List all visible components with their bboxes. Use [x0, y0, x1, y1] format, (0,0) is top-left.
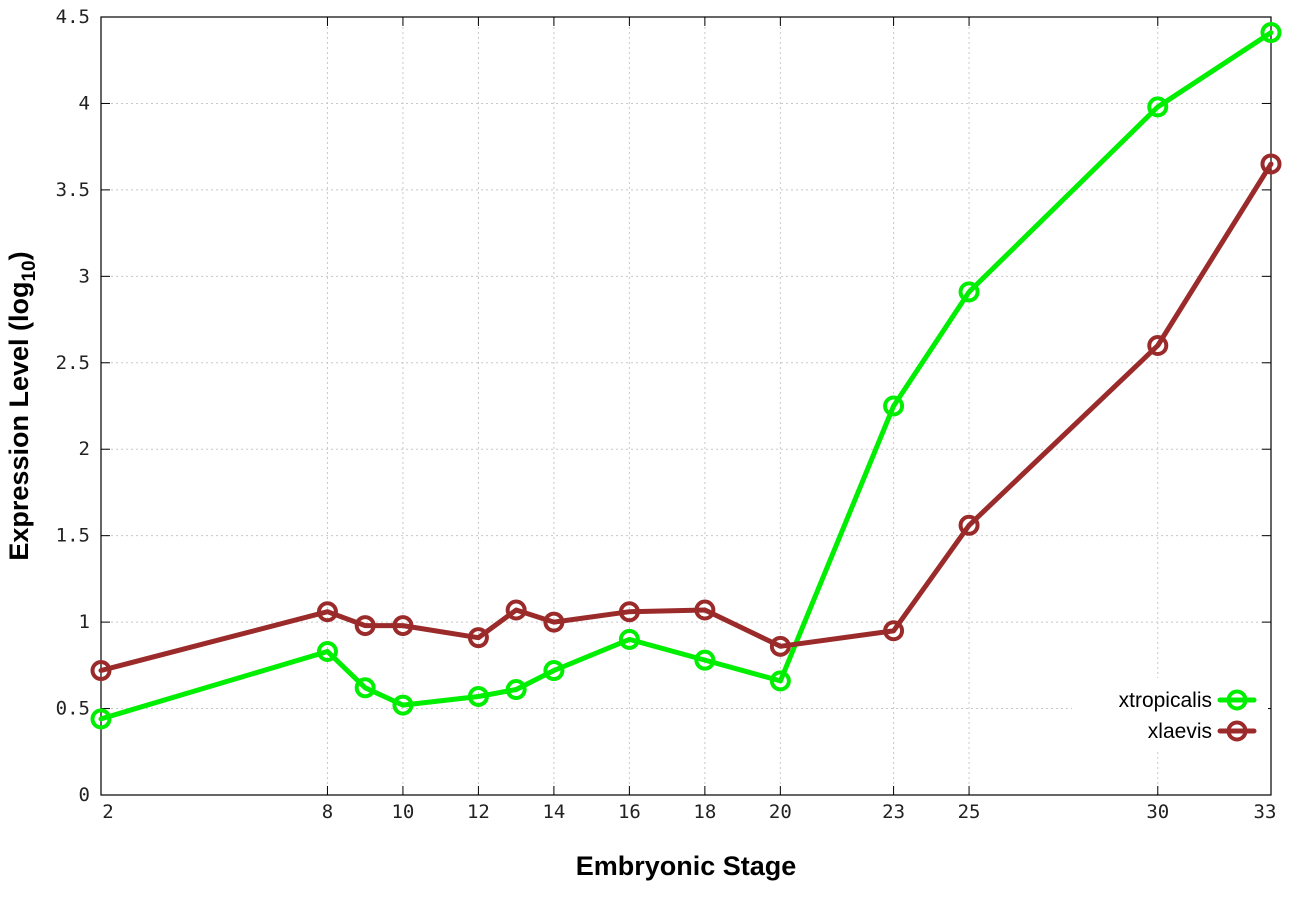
x-tick-label: 25 [958, 801, 981, 823]
data-point-xlaevis [618, 601, 640, 623]
legend-marker-xlaevis [1226, 720, 1248, 742]
x-axis-title: Embryonic Stage [576, 851, 797, 881]
data-point-xlaevis [883, 620, 905, 642]
data-point-xlaevis [505, 599, 527, 621]
x-tick-label: 8 [322, 801, 333, 823]
data-point-xtropicalis [1260, 22, 1282, 44]
data-point-xtropicalis [1147, 96, 1169, 118]
y-tick-label: 4.5 [56, 6, 90, 28]
data-point-xlaevis [769, 635, 791, 657]
y-tick-label: 3 [79, 265, 90, 287]
y-tick-label: 3.5 [56, 179, 90, 201]
y-axis-title-suffix: ) [4, 251, 34, 260]
x-tick-label: 30 [1146, 801, 1169, 823]
x-tick-label: 10 [391, 801, 414, 823]
data-point-xtropicalis [316, 641, 338, 663]
data-point-xtropicalis [467, 685, 489, 707]
data-point-xlaevis [392, 615, 414, 637]
y-tick-label: 4 [79, 92, 90, 114]
y-axis-title-main: Expression Level (log [4, 282, 34, 561]
x-tick-label: 23 [882, 801, 905, 823]
data-point-xtropicalis [769, 670, 791, 692]
y-tick-label: 2 [79, 438, 90, 460]
y-tick-label: 1 [79, 611, 90, 633]
data-point-xlaevis [1147, 334, 1169, 356]
x-tick-label: 18 [693, 801, 716, 823]
data-point-xlaevis [467, 627, 489, 649]
data-point-xtropicalis [354, 677, 376, 699]
y-tick-label: 1.5 [56, 525, 90, 547]
data-point-xlaevis [354, 615, 376, 637]
data-point-xlaevis [543, 611, 565, 633]
data-point-xtropicalis [392, 694, 414, 716]
legend: xtropicalis xlaevis [1072, 678, 1268, 750]
data-point-xtropicalis [543, 660, 565, 682]
x-tick-label: 12 [467, 801, 490, 823]
y-axis-title-subscript: 10 [19, 260, 40, 281]
data-point-xtropicalis [505, 679, 527, 701]
data-series [90, 22, 1282, 730]
y-tick-label: 0.5 [56, 698, 90, 720]
data-point-xlaevis [958, 514, 980, 536]
legend-marker-xtropicalis [1226, 689, 1248, 711]
data-point-xlaevis [316, 601, 338, 623]
x-tick-label: 33 [1254, 801, 1277, 823]
data-point-xtropicalis [958, 281, 980, 303]
legend-label-xlaevis: xlaevis [1148, 720, 1212, 743]
data-point-xlaevis [694, 599, 716, 621]
plot-frame [100, 16, 1272, 796]
x-tick-label: 20 [769, 801, 792, 823]
series-line-xtropicalis [98, 30, 1274, 722]
y-tick-label: 0 [79, 784, 90, 806]
series-xlaevis [90, 153, 1282, 682]
series-line-xlaevis [98, 161, 1274, 673]
y-tick-label: 2.5 [56, 352, 90, 374]
data-point-xtropicalis [883, 395, 905, 417]
data-point-xtropicalis [90, 708, 112, 730]
x-tick-label: 14 [542, 801, 565, 823]
y-axis-title: Expression Level (log10) [4, 251, 40, 560]
series-xtropicalis [90, 22, 1282, 730]
data-point-xlaevis [1260, 153, 1282, 175]
legend-label-xtropicalis: xtropicalis [1119, 689, 1212, 712]
x-tick-label: 16 [618, 801, 641, 823]
data-point-xtropicalis [694, 649, 716, 671]
axis-ticks: 0 0.5 1 1.5 2 2.5 3 3.5 4 4.5 2 8 10 12 14 16 18 20 23 25 30… [56, 6, 1277, 823]
data-point-xlaevis [90, 660, 112, 682]
x-tick-label: 2 [102, 801, 113, 823]
data-point-xtropicalis [618, 628, 640, 650]
